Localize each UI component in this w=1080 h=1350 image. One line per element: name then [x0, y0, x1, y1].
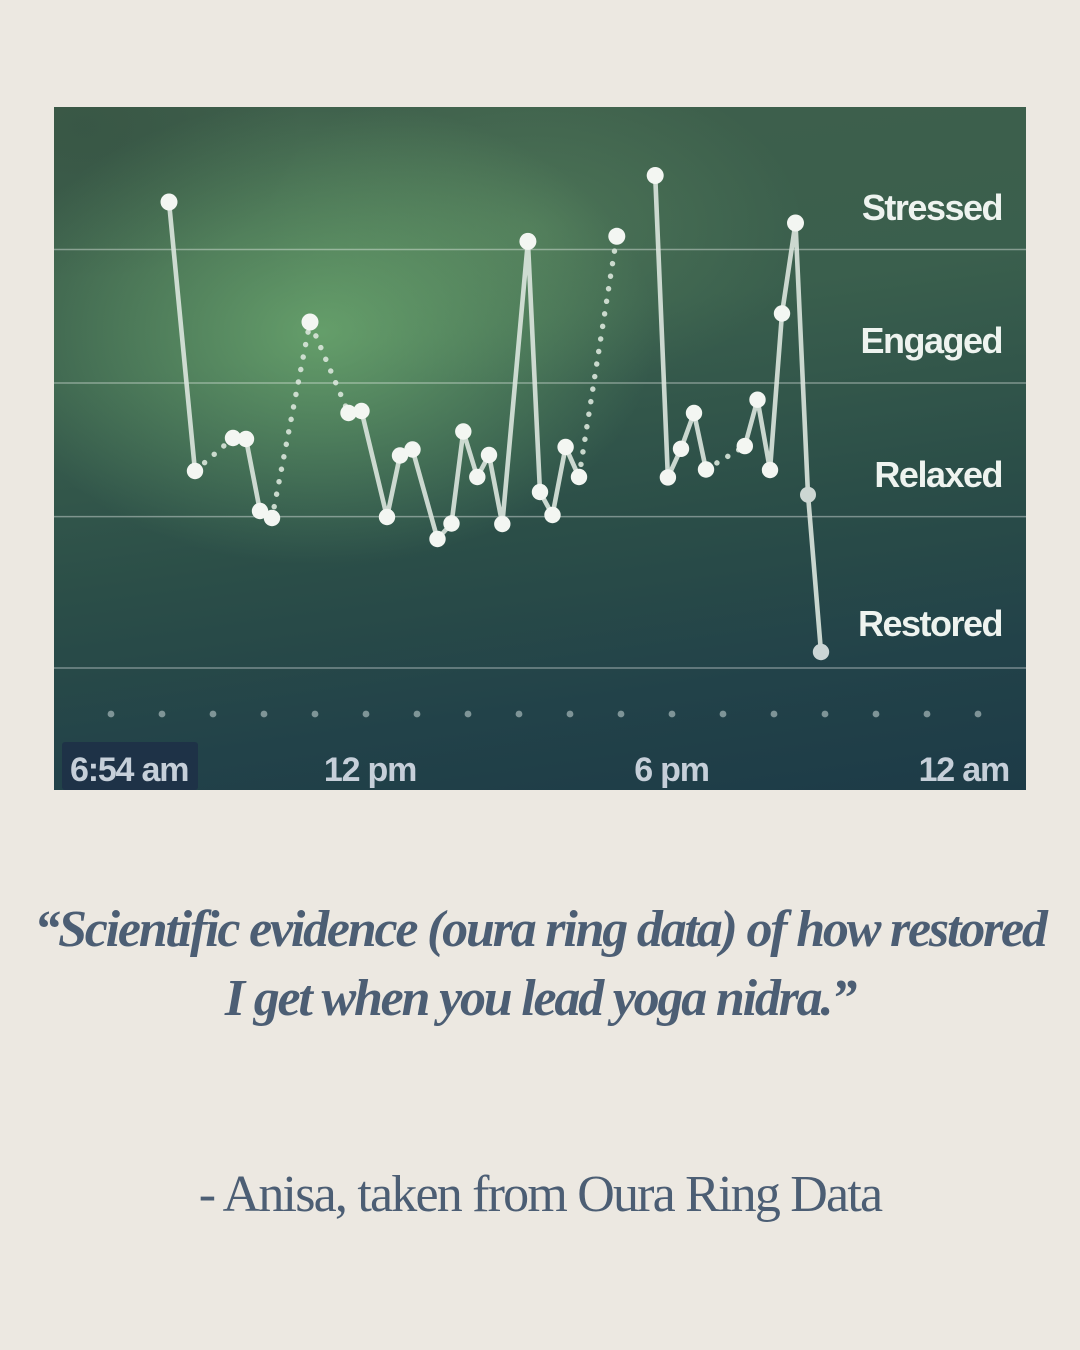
svg-text:Restored: Restored [858, 603, 1002, 644]
svg-text:12 am: 12 am [919, 751, 1009, 789]
svg-text:Stressed: Stressed [862, 187, 1002, 228]
svg-text:6 pm: 6 pm [634, 751, 709, 789]
svg-text:Relaxed: Relaxed [874, 454, 1002, 495]
svg-text:6:54 am: 6:54 am [70, 751, 188, 789]
svg-text:Engaged: Engaged [860, 320, 1002, 361]
svg-text:12 pm: 12 pm [324, 751, 416, 789]
